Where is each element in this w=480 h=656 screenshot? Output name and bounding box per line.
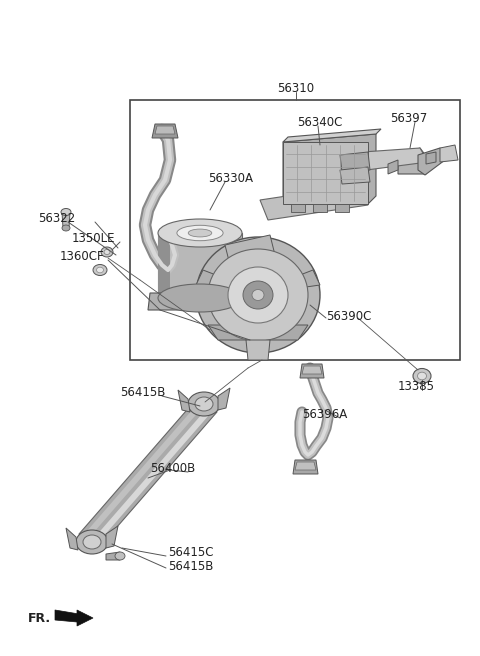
Polygon shape [340, 167, 370, 184]
Polygon shape [148, 293, 252, 310]
Polygon shape [158, 233, 242, 298]
Polygon shape [293, 460, 318, 474]
Polygon shape [283, 134, 376, 204]
Polygon shape [246, 340, 270, 360]
Bar [291, 204, 305, 212]
Text: 56415B: 56415B [120, 386, 166, 398]
Polygon shape [106, 552, 120, 560]
Ellipse shape [188, 392, 220, 416]
Polygon shape [152, 124, 178, 138]
Polygon shape [77, 610, 93, 626]
Polygon shape [196, 270, 216, 287]
Text: 56400B: 56400B [150, 462, 195, 474]
Text: FR.: FR. [28, 611, 51, 625]
Polygon shape [82, 399, 206, 541]
Polygon shape [218, 388, 230, 410]
Polygon shape [208, 325, 308, 340]
Bar [283, 142, 368, 204]
Text: 56397: 56397 [390, 112, 427, 125]
Text: 56330A: 56330A [208, 171, 253, 184]
Text: 13385: 13385 [397, 380, 434, 392]
Text: 1360CF: 1360CF [60, 249, 105, 262]
Text: 56415B: 56415B [168, 560, 214, 573]
Text: 56340C: 56340C [297, 115, 342, 129]
Polygon shape [295, 462, 316, 470]
Polygon shape [440, 145, 458, 162]
Polygon shape [178, 390, 190, 412]
Polygon shape [89, 405, 214, 547]
Text: 56396A: 56396A [302, 407, 347, 420]
Ellipse shape [413, 369, 431, 384]
Polygon shape [62, 212, 70, 228]
Polygon shape [260, 185, 368, 220]
Ellipse shape [158, 284, 242, 312]
Ellipse shape [196, 237, 320, 353]
Ellipse shape [243, 281, 273, 309]
Polygon shape [398, 148, 426, 174]
Ellipse shape [76, 530, 108, 554]
Ellipse shape [228, 267, 288, 323]
Polygon shape [340, 152, 370, 172]
Polygon shape [155, 126, 175, 134]
Polygon shape [320, 148, 428, 175]
Polygon shape [225, 235, 275, 265]
Polygon shape [79, 396, 217, 550]
Text: 56310: 56310 [277, 81, 314, 94]
Ellipse shape [96, 267, 104, 273]
Polygon shape [66, 528, 78, 550]
Ellipse shape [252, 289, 264, 300]
Ellipse shape [188, 229, 212, 237]
Ellipse shape [195, 397, 213, 411]
Ellipse shape [115, 552, 125, 560]
Polygon shape [106, 526, 118, 548]
Bar [335, 204, 349, 212]
Text: 56390C: 56390C [326, 310, 372, 323]
Text: 56322: 56322 [38, 211, 75, 224]
Polygon shape [302, 366, 322, 374]
Polygon shape [418, 148, 445, 175]
Ellipse shape [61, 209, 71, 216]
Ellipse shape [101, 247, 113, 257]
Polygon shape [300, 270, 320, 287]
Polygon shape [300, 364, 324, 378]
Ellipse shape [104, 249, 110, 255]
Ellipse shape [158, 219, 242, 247]
Polygon shape [158, 233, 170, 298]
Bar [313, 204, 327, 212]
Ellipse shape [62, 225, 70, 231]
Polygon shape [426, 152, 436, 164]
Ellipse shape [93, 264, 107, 276]
Ellipse shape [208, 249, 308, 341]
Ellipse shape [83, 535, 101, 549]
Text: 56415C: 56415C [168, 546, 214, 558]
Text: 1350LE: 1350LE [72, 232, 116, 245]
Ellipse shape [177, 225, 223, 241]
Ellipse shape [418, 372, 427, 380]
Polygon shape [55, 610, 79, 622]
Polygon shape [388, 160, 398, 174]
Polygon shape [283, 129, 381, 142]
Bar [130, 100, 460, 360]
